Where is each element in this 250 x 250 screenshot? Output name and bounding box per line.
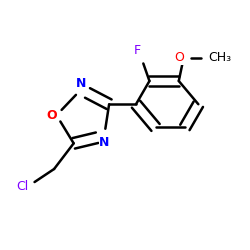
Text: N: N bbox=[99, 136, 110, 149]
Text: F: F bbox=[134, 44, 141, 57]
Text: O: O bbox=[174, 51, 184, 64]
Text: O: O bbox=[46, 109, 56, 122]
Text: Cl: Cl bbox=[16, 180, 28, 192]
Text: N: N bbox=[76, 76, 86, 90]
Text: CH₃: CH₃ bbox=[208, 51, 231, 64]
